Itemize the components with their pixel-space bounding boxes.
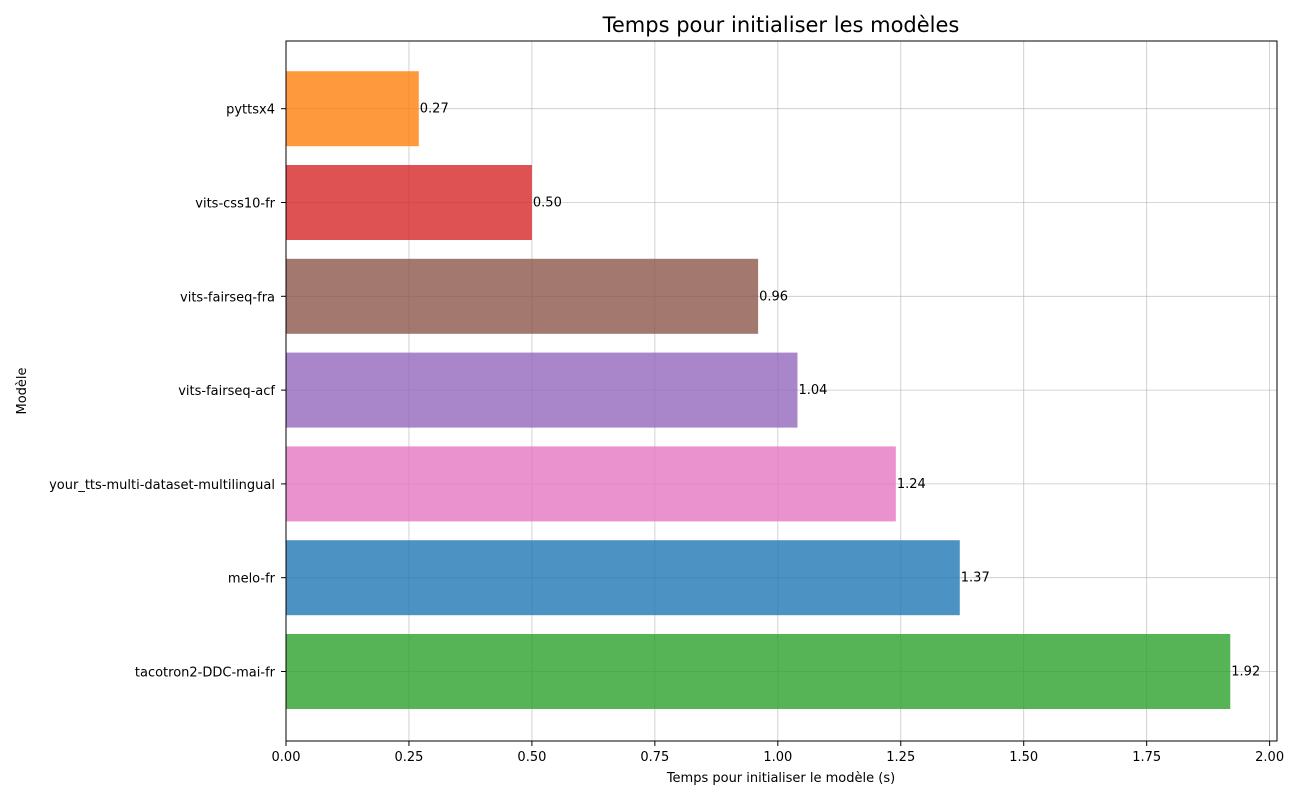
x-tick-label: 1.50 xyxy=(1009,750,1038,765)
bar xyxy=(286,165,532,240)
y-tick-label: vits-fairseq-fra xyxy=(180,290,275,305)
bar xyxy=(286,446,896,522)
data-label: 0.96 xyxy=(759,289,788,304)
data-label: 0.27 xyxy=(420,102,449,117)
x-axis-label: Temps pour initialiser le modèle (s) xyxy=(666,771,895,786)
x-tick-label: 1.00 xyxy=(763,750,792,765)
y-tick-label: tacotron2-DDC-mai-fr xyxy=(135,666,276,681)
x-tick-label: 0.50 xyxy=(517,750,546,765)
x-axis-ticks: 0.00 0.25 0.50 0.75 1.00 1.25 1.50 1.75 2.00 xyxy=(272,741,1284,765)
x-tick-label: 2.00 xyxy=(1255,750,1284,765)
bars xyxy=(286,71,1231,709)
bar xyxy=(286,71,419,147)
data-label: 1.92 xyxy=(1231,665,1260,680)
data-label: 1.24 xyxy=(897,477,926,492)
y-tick-label: melo-fr xyxy=(228,572,276,587)
data-label: 1.37 xyxy=(961,571,990,586)
x-tick-label: 1.75 xyxy=(1132,750,1161,765)
bar xyxy=(286,258,759,334)
bar xyxy=(286,540,960,616)
plot-frame xyxy=(285,40,1278,742)
bar xyxy=(286,352,798,428)
y-tick-label: vits-fairseq-acf xyxy=(178,384,275,399)
x-tick-label: 0.75 xyxy=(640,750,669,765)
y-tick-label: vits-css10-fr xyxy=(195,197,275,212)
x-tick-label: 1.25 xyxy=(886,750,915,765)
y-tick-label: your_tts-multi-dataset-multilingual xyxy=(49,478,275,493)
x-tick-label: 0.00 xyxy=(272,750,301,765)
y-tick-label: pyttsx4 xyxy=(226,103,275,118)
data-label: 1.04 xyxy=(798,383,827,398)
x-tick-label: 0.25 xyxy=(394,750,423,765)
data-labels: 1.92 1.37 1.24 1.04 0.96 0.50 0.27 xyxy=(420,102,1260,680)
chart-title: Temps pour initialiser les modèles xyxy=(602,13,960,37)
data-label: 0.50 xyxy=(533,196,562,211)
y-axis-label: Modèle xyxy=(15,367,30,414)
y-axis-ticks: tacotron2-DDC-mai-fr melo-fr your_tts-mult… xyxy=(49,103,286,681)
bar xyxy=(286,634,1231,709)
